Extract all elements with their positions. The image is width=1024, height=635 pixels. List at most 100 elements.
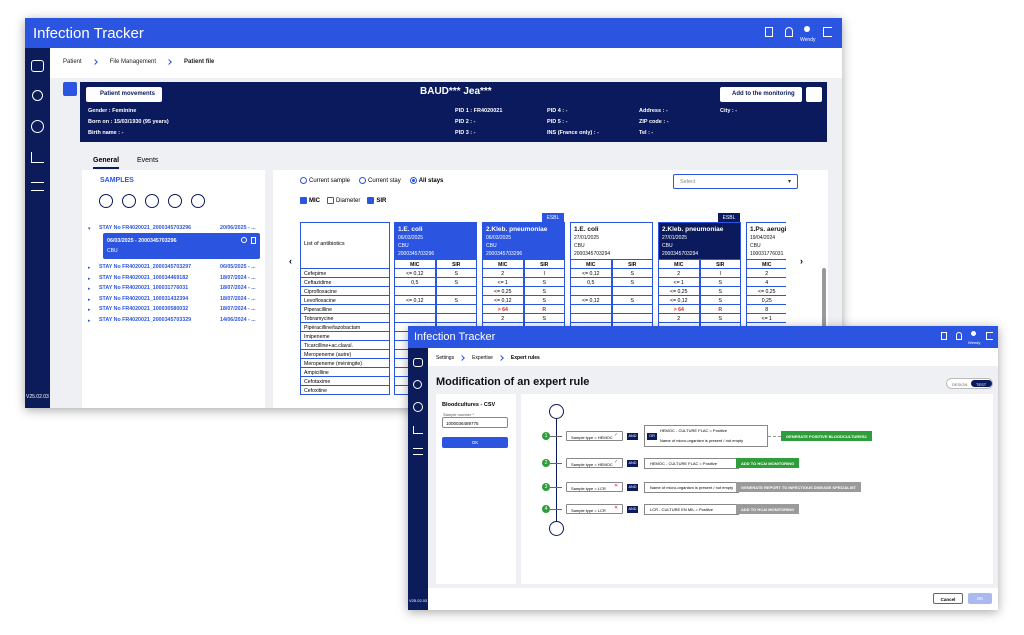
breadcrumb-item[interactable]: Settings	[436, 355, 455, 361]
sample-filter-icon[interactable]	[122, 194, 136, 208]
checkbox[interactable]	[327, 197, 334, 204]
icon[interactable]	[785, 27, 793, 37]
breadcrumb-item[interactable]: Patient	[63, 59, 82, 65]
nav-icon[interactable]	[31, 182, 44, 191]
expand-arrow: ▸	[88, 275, 91, 282]
condition[interactable]: Sample type = LCR	[566, 482, 623, 492]
antibiotic-name: Meropeneme (autre)	[300, 350, 390, 359]
icon[interactable]	[765, 27, 773, 37]
stay-label[interactable]: STAY No FR4020021_2000345703296	[99, 225, 192, 231]
toggle-option[interactable]: TEST	[971, 380, 992, 387]
selected-sample[interactable]: 06/03/2025 - 2000345703296 CBU	[103, 233, 260, 259]
stay-label[interactable]: STAY No FR4020021_2000345703329	[99, 316, 192, 323]
criterion[interactable]: HEMOC - CULTURE FLAC = Positive	[650, 460, 717, 466]
stay-label[interactable]: STAY No FR4020021_100030580032	[99, 306, 189, 312]
expand-arrow: ▸	[88, 296, 91, 303]
column-header[interactable]: 1.Ps. aeruginosa 19/04/2024 CBU 10003177603…	[746, 222, 786, 260]
column-header[interactable]: 1.E. coli 27/01/2025 CBU 2000345703294	[570, 222, 653, 260]
tab[interactable]: Events	[137, 157, 159, 164]
cell: S	[699, 278, 741, 287]
column-header[interactable]: 2.Kleb. pneumoniae 27/01/2025 CBU 200034570…	[658, 222, 741, 260]
condition[interactable]: Sample type = HEMOC	[566, 431, 623, 441]
condition[interactable]: Sample type = LCR	[566, 504, 623, 514]
sample-filter-icon[interactable]	[191, 194, 205, 208]
action[interactable]: GENERATE REPORT TO INFECTIOUS DISEASE SP…	[736, 482, 861, 492]
sample-filter-icon[interactable]	[99, 194, 113, 208]
column-header[interactable]: 2.Kleb. pneumoniae 06/03/2025 CBU 200034570…	[482, 222, 565, 260]
cell: <= 0,12	[482, 296, 524, 305]
nav-icon[interactable]	[32, 90, 43, 101]
stay-label[interactable]: STAY No FR4020021_100031432394	[99, 295, 189, 302]
action[interactable]: GENERATE POSITIVE BLOODCULTURES2	[781, 431, 872, 441]
expand-arrow: ▸	[88, 286, 91, 292]
ok-button[interactable]: OK	[442, 437, 508, 448]
icon[interactable]	[804, 26, 810, 32]
scrollbar[interactable]	[822, 268, 826, 348]
breadcrumb-item[interactable]: File Management	[109, 59, 157, 65]
nav-icon[interactable]	[413, 358, 423, 367]
sample-icon[interactable]	[251, 237, 256, 244]
cell	[394, 314, 436, 323]
condition[interactable]: Sample type = HEMOC	[566, 458, 623, 468]
cell: <= 1	[482, 278, 524, 287]
checkbox[interactable]	[367, 197, 375, 204]
footer: Cancel OK	[428, 588, 998, 610]
expand-arrow: ▸	[88, 307, 91, 313]
action[interactable]: ADD TO HCAI MONITORING	[736, 504, 800, 514]
save-button[interactable]: OK	[968, 593, 992, 604]
back-button[interactable]	[63, 82, 77, 96]
sample-label: 06/03/2025 - 2000345703296	[107, 238, 177, 244]
criterion[interactable]: Name of micro-organism is present / not …	[660, 438, 744, 443]
logout[interactable]	[823, 27, 832, 37]
nav-icon[interactable]	[413, 426, 423, 434]
stay-label[interactable]: STAY No FR4020021_100031776031	[99, 285, 189, 291]
version: V25.02.03	[409, 598, 428, 603]
sample-id: 2000345703296	[486, 251, 523, 257]
add-person-button[interactable]	[806, 87, 822, 102]
add-monitoring-button[interactable]: Add to the monitoring	[720, 87, 802, 102]
antibiotic-name: Piperacilline	[300, 305, 390, 314]
nav-icon[interactable]	[31, 152, 44, 163]
tab[interactable]: General	[93, 157, 120, 169]
criterion[interactable]: HEMOC - CULTURE FLAC = Positive	[660, 428, 727, 433]
toggle-option[interactable]: DESIGN	[952, 382, 968, 387]
mode-toggle[interactable]: DESIGN TEST	[946, 378, 993, 389]
cell: S	[699, 314, 741, 323]
criterion[interactable]: LCR - CULTURE EN MIL = Positive	[650, 506, 714, 512]
nav-icon[interactable]	[413, 402, 423, 412]
stay-label[interactable]: STAY No FR4020021_100034469182	[99, 274, 189, 281]
sample-input[interactable]: 1000036489775	[442, 417, 508, 428]
checkbox[interactable]	[300, 197, 307, 204]
cell: <= 0,12	[570, 269, 612, 278]
cell	[570, 305, 612, 314]
organism: 2.Kleb. pneumoniae	[662, 226, 724, 233]
icon[interactable]	[956, 332, 962, 340]
samples-title: SAMPLES	[100, 177, 134, 184]
nav-icon[interactable]	[413, 448, 423, 455]
radio[interactable]	[359, 177, 367, 184]
movements-button[interactable]: Patient movements	[86, 87, 162, 102]
breadcrumb-item[interactable]: Expertise	[472, 355, 493, 361]
sample-filter-icon[interactable]	[145, 194, 159, 208]
cell: I	[523, 269, 565, 278]
column-header[interactable]: 1.E. coli 06/03/2025 CBU 2000345703296	[394, 222, 477, 260]
select[interactable]: Select ▾	[673, 174, 798, 189]
sample-filter-icon[interactable]	[168, 194, 182, 208]
logout[interactable]	[986, 332, 993, 340]
radio[interactable]	[409, 177, 417, 184]
radio[interactable]	[300, 177, 307, 184]
nav-icon[interactable]	[413, 380, 422, 389]
criterion[interactable]: Name of micro-organism is present / not …	[650, 484, 734, 490]
next-arrow[interactable]: ›	[800, 256, 803, 266]
sub-header: SIR	[611, 260, 653, 269]
icon[interactable]	[941, 332, 947, 340]
patient-field: Birth name : -	[88, 130, 124, 136]
icon[interactable]	[971, 331, 976, 336]
cancel-button[interactable]: Cancel	[933, 593, 963, 604]
action[interactable]: ADD TO HCAI MONITORING	[736, 458, 800, 468]
patient-banner: Patient movements BAUD*** Jea*** Add to …	[80, 82, 827, 142]
nav-icon[interactable]	[31, 120, 44, 133]
stay-label[interactable]: STAY No FR4020021_2000345703297	[99, 264, 192, 270]
sample-icon[interactable]	[241, 237, 247, 243]
nav-icon[interactable]	[31, 60, 44, 72]
